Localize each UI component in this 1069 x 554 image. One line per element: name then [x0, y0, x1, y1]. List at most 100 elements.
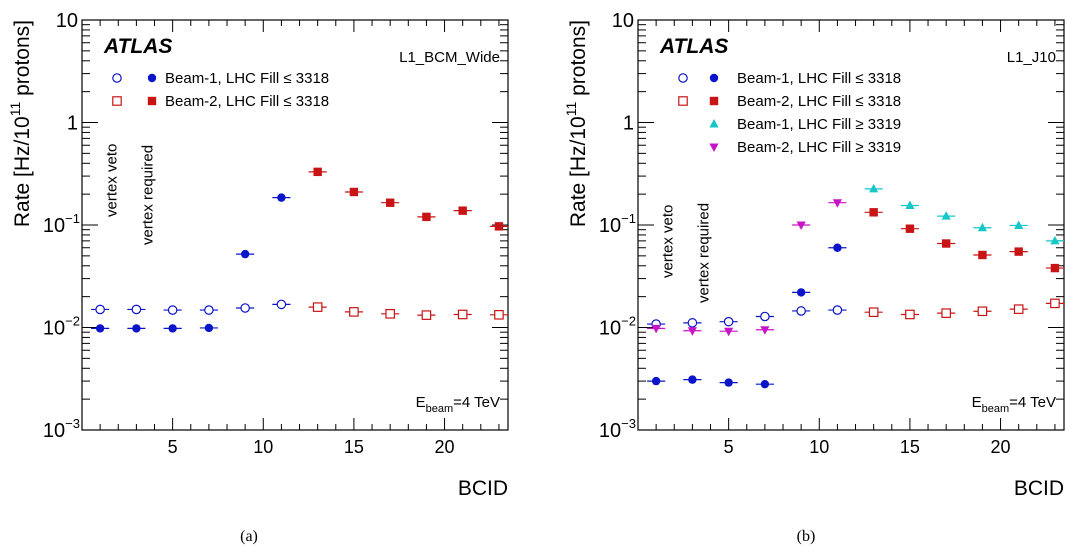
- x-tick-label: 20: [435, 437, 455, 457]
- legend-label: Beam-2, LHC Fill ≤ 3318: [165, 93, 329, 110]
- data-point: [869, 208, 878, 217]
- data-point: [832, 305, 843, 315]
- data-point: [1050, 263, 1060, 273]
- series-open-circle: [647, 305, 847, 329]
- series-filled-square: [864, 208, 1064, 273]
- data-point: [1014, 247, 1023, 256]
- y-tick-label: 10−3: [599, 416, 636, 442]
- data-point: [687, 318, 698, 328]
- series-filled-square: [308, 167, 508, 231]
- x-tick-label: 10: [809, 437, 829, 457]
- data-point: [723, 316, 734, 327]
- data-point: [724, 378, 733, 387]
- data-point: [651, 324, 661, 334]
- data-point: [168, 324, 177, 333]
- data-point: [905, 224, 915, 233]
- data-point: [760, 311, 770, 322]
- trigger-label: L1_J10: [1007, 49, 1056, 66]
- x-tick-label: 15: [900, 437, 920, 457]
- data-point: [724, 327, 734, 337]
- data-point: [313, 167, 322, 177]
- annotation-vertex-required: vertex required: [696, 203, 713, 303]
- legend-marker: [678, 96, 688, 106]
- data-point: [458, 206, 467, 215]
- y-tick-label: 10−2: [599, 314, 636, 340]
- data-point: [977, 222, 988, 232]
- legend-marker: [709, 73, 719, 83]
- data-point: [905, 200, 915, 209]
- data-point: [131, 304, 142, 315]
- data-point: [95, 304, 105, 315]
- energy-label: Ebeam=4 TeV: [416, 394, 500, 415]
- data-point: [421, 310, 432, 320]
- y-tick-label: 10−3: [43, 416, 80, 442]
- data-point: [977, 306, 988, 317]
- x-tick-label: 10: [253, 437, 273, 457]
- data-point: [796, 221, 806, 230]
- data-point: [204, 305, 214, 315]
- y-tick-label: 1: [67, 113, 78, 135]
- series-open-circle: [91, 299, 291, 315]
- data-point: [204, 323, 214, 333]
- data-point: [1014, 220, 1024, 229]
- legend-label: Beam-1, LHC Fill ≤ 3318: [165, 70, 329, 87]
- x-tick-label: 20: [991, 437, 1011, 457]
- x-tick-label: 15: [344, 437, 364, 457]
- data-point: [349, 187, 359, 197]
- annotation-vertex-veto: vertex veto: [103, 144, 120, 217]
- legend-marker: [112, 96, 122, 106]
- data-point: [760, 326, 770, 335]
- x-tick-label: 5: [168, 437, 178, 457]
- legend-label: Beam-2, LHC Fill ≤ 3318: [737, 93, 901, 110]
- legend-marker: [147, 96, 157, 106]
- y-tick-label: 10: [56, 10, 78, 32]
- data-point: [1050, 298, 1060, 309]
- data-point: [95, 324, 105, 333]
- data-point: [385, 198, 395, 207]
- series-open-square: [308, 302, 508, 320]
- y-axis-title: Rate [Hz/1011 protons]: [563, 20, 590, 227]
- legend-label: Beam-1, LHC Fill ≥ 3319: [737, 116, 901, 133]
- y-axis-title: Rate [Hz/1011 protons]: [7, 20, 34, 227]
- y-tick-label: 10−2: [43, 314, 80, 340]
- legend-label: Beam-1, LHC Fill ≤ 3318: [737, 70, 901, 87]
- data-point: [941, 308, 951, 318]
- data-point: [687, 327, 697, 336]
- data-point: [978, 250, 987, 260]
- data-point: [349, 307, 359, 317]
- data-point: [494, 222, 504, 231]
- annotation-vertex-required: vertex required: [140, 145, 157, 245]
- data-point: [833, 243, 842, 252]
- y-tick-label: 1: [623, 113, 634, 135]
- data-point: [277, 193, 286, 202]
- legend-marker: [709, 119, 719, 128]
- data-point: [651, 376, 661, 386]
- legend-marker: [678, 73, 688, 83]
- data-point: [905, 309, 915, 320]
- data-point: [941, 211, 951, 220]
- data-point: [1050, 235, 1060, 245]
- series-triangle-up: [864, 183, 1064, 245]
- data-point: [240, 249, 250, 259]
- caption-a: (a): [240, 528, 258, 545]
- series-open-square: [864, 298, 1064, 320]
- data-point: [167, 305, 178, 315]
- data-point: [1013, 304, 1024, 314]
- legend-marker: [709, 143, 719, 152]
- chart-panel-b: 5 10 15 20 10−3 10−2 10−1 1 10 BCID Rate [Hz/1011 …: [563, 10, 1065, 500]
- series-filled-circle: [647, 243, 847, 389]
- data-point: [832, 199, 843, 208]
- chart-panel-a: 5 10 15 20 10−3 10−2 10−1 1 10 BCID Rate [Hz/1011 …: [7, 10, 509, 500]
- data-point: [385, 309, 395, 319]
- energy-label: Ebeam=4 TeV: [972, 394, 1056, 415]
- data-point: [869, 183, 879, 193]
- data-point: [132, 324, 141, 333]
- x-axis-title: BCID: [1014, 477, 1064, 500]
- data-point: [941, 239, 951, 248]
- x-axis-title: BCID: [458, 477, 508, 500]
- data-point: [796, 288, 806, 297]
- data-point: [494, 310, 504, 320]
- data-point: [760, 379, 770, 389]
- x-tick-label: 5: [724, 437, 734, 457]
